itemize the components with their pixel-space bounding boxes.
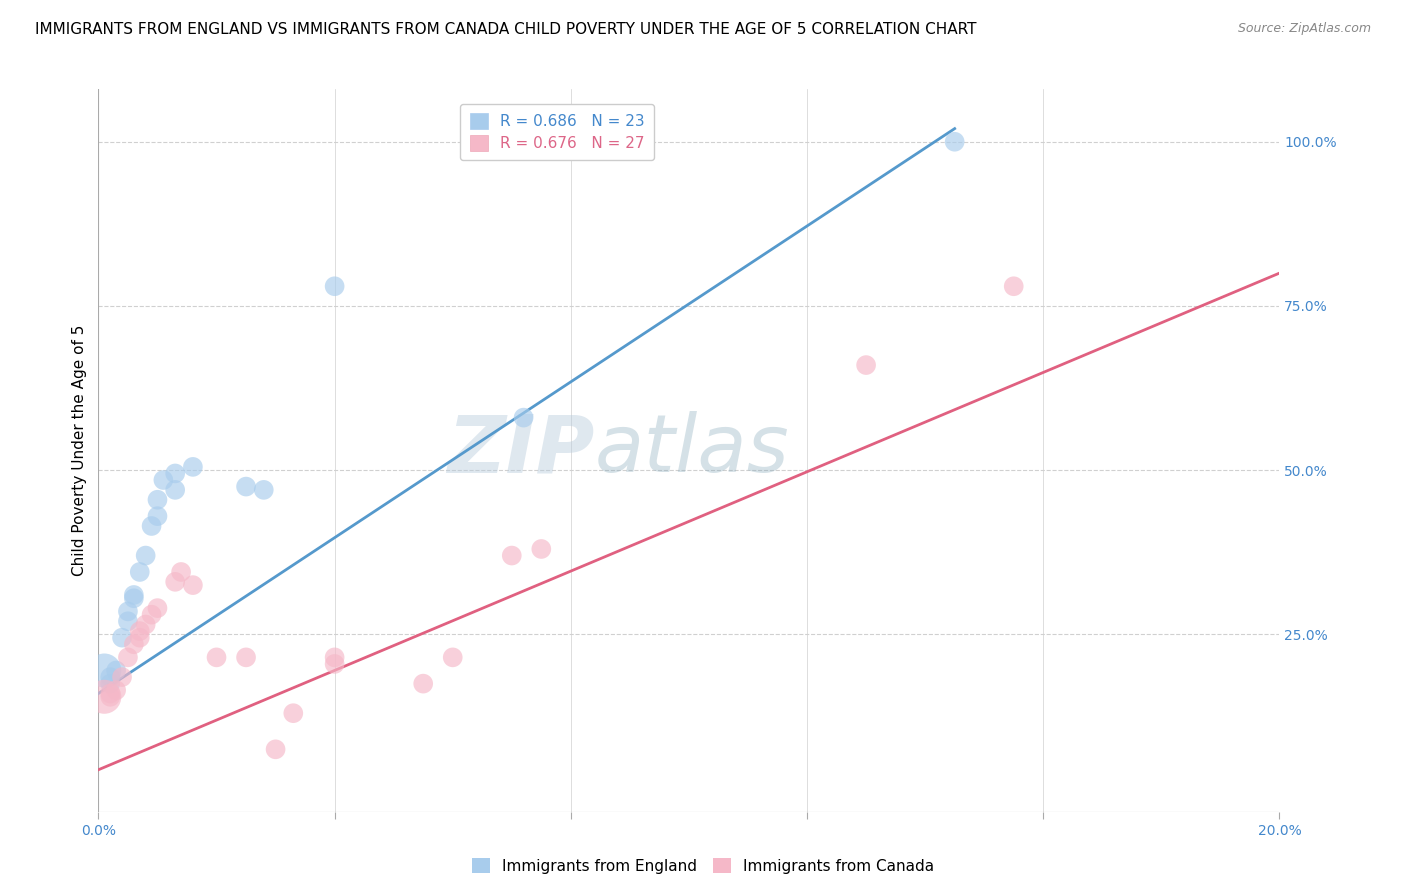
Point (165, 467, 187, 481)
Point (441, 650, 464, 665)
Point (264, 742, 287, 756)
Point (128, 565, 150, 579)
Point (235, 480, 257, 494)
Legend: Immigrants from England, Immigrants from Canada: Immigrants from England, Immigrants from… (465, 852, 941, 880)
Point (512, 410, 534, 425)
Point (146, 601, 169, 615)
Point (98, 670, 121, 684)
Point (181, 459, 204, 474)
Point (98, 690, 121, 704)
Point (105, 664, 128, 678)
Point (135, 549, 157, 563)
Point (235, 650, 257, 665)
Point (146, 509, 169, 524)
Point (165, 574, 187, 589)
Point (253, 483, 276, 497)
Point (141, 607, 163, 622)
Legend: R = 0.686   N = 23, R = 0.676   N = 27: R = 0.686 N = 23, R = 0.676 N = 27 (460, 104, 654, 161)
Point (501, 549, 523, 563)
Point (283, 706, 305, 721)
Point (1002, 279, 1025, 293)
Point (98, 686, 121, 700)
Point (93, 690, 115, 704)
Y-axis label: Child Poverty Under the Age of 5: Child Poverty Under the Age of 5 (72, 325, 87, 576)
Point (128, 624, 150, 639)
Point (323, 279, 346, 293)
Text: atlas: atlas (595, 411, 789, 490)
Point (855, 358, 877, 372)
Point (141, 519, 163, 533)
Point (943, 135, 966, 149)
Point (205, 650, 228, 665)
Point (117, 650, 139, 665)
Point (170, 565, 193, 579)
Point (146, 492, 169, 507)
Point (530, 541, 553, 556)
Point (152, 473, 174, 487)
Text: ZIP: ZIP (447, 411, 595, 490)
Point (122, 637, 145, 651)
Point (98, 676, 121, 690)
Point (122, 591, 145, 606)
Point (323, 657, 346, 671)
Point (165, 483, 187, 497)
Point (181, 578, 204, 592)
Point (117, 604, 139, 618)
Point (93, 664, 115, 678)
Point (135, 617, 157, 632)
Point (412, 676, 434, 690)
Point (122, 588, 145, 602)
Text: Source: ZipAtlas.com: Source: ZipAtlas.com (1237, 22, 1371, 36)
Point (111, 670, 134, 684)
Point (323, 650, 346, 665)
Point (117, 614, 139, 628)
Point (128, 631, 150, 645)
Text: IMMIGRANTS FROM ENGLAND VS IMMIGRANTS FROM CANADA CHILD POVERTY UNDER THE AGE OF: IMMIGRANTS FROM ENGLAND VS IMMIGRANTS FR… (35, 22, 977, 37)
Point (111, 631, 134, 645)
Point (105, 683, 128, 698)
